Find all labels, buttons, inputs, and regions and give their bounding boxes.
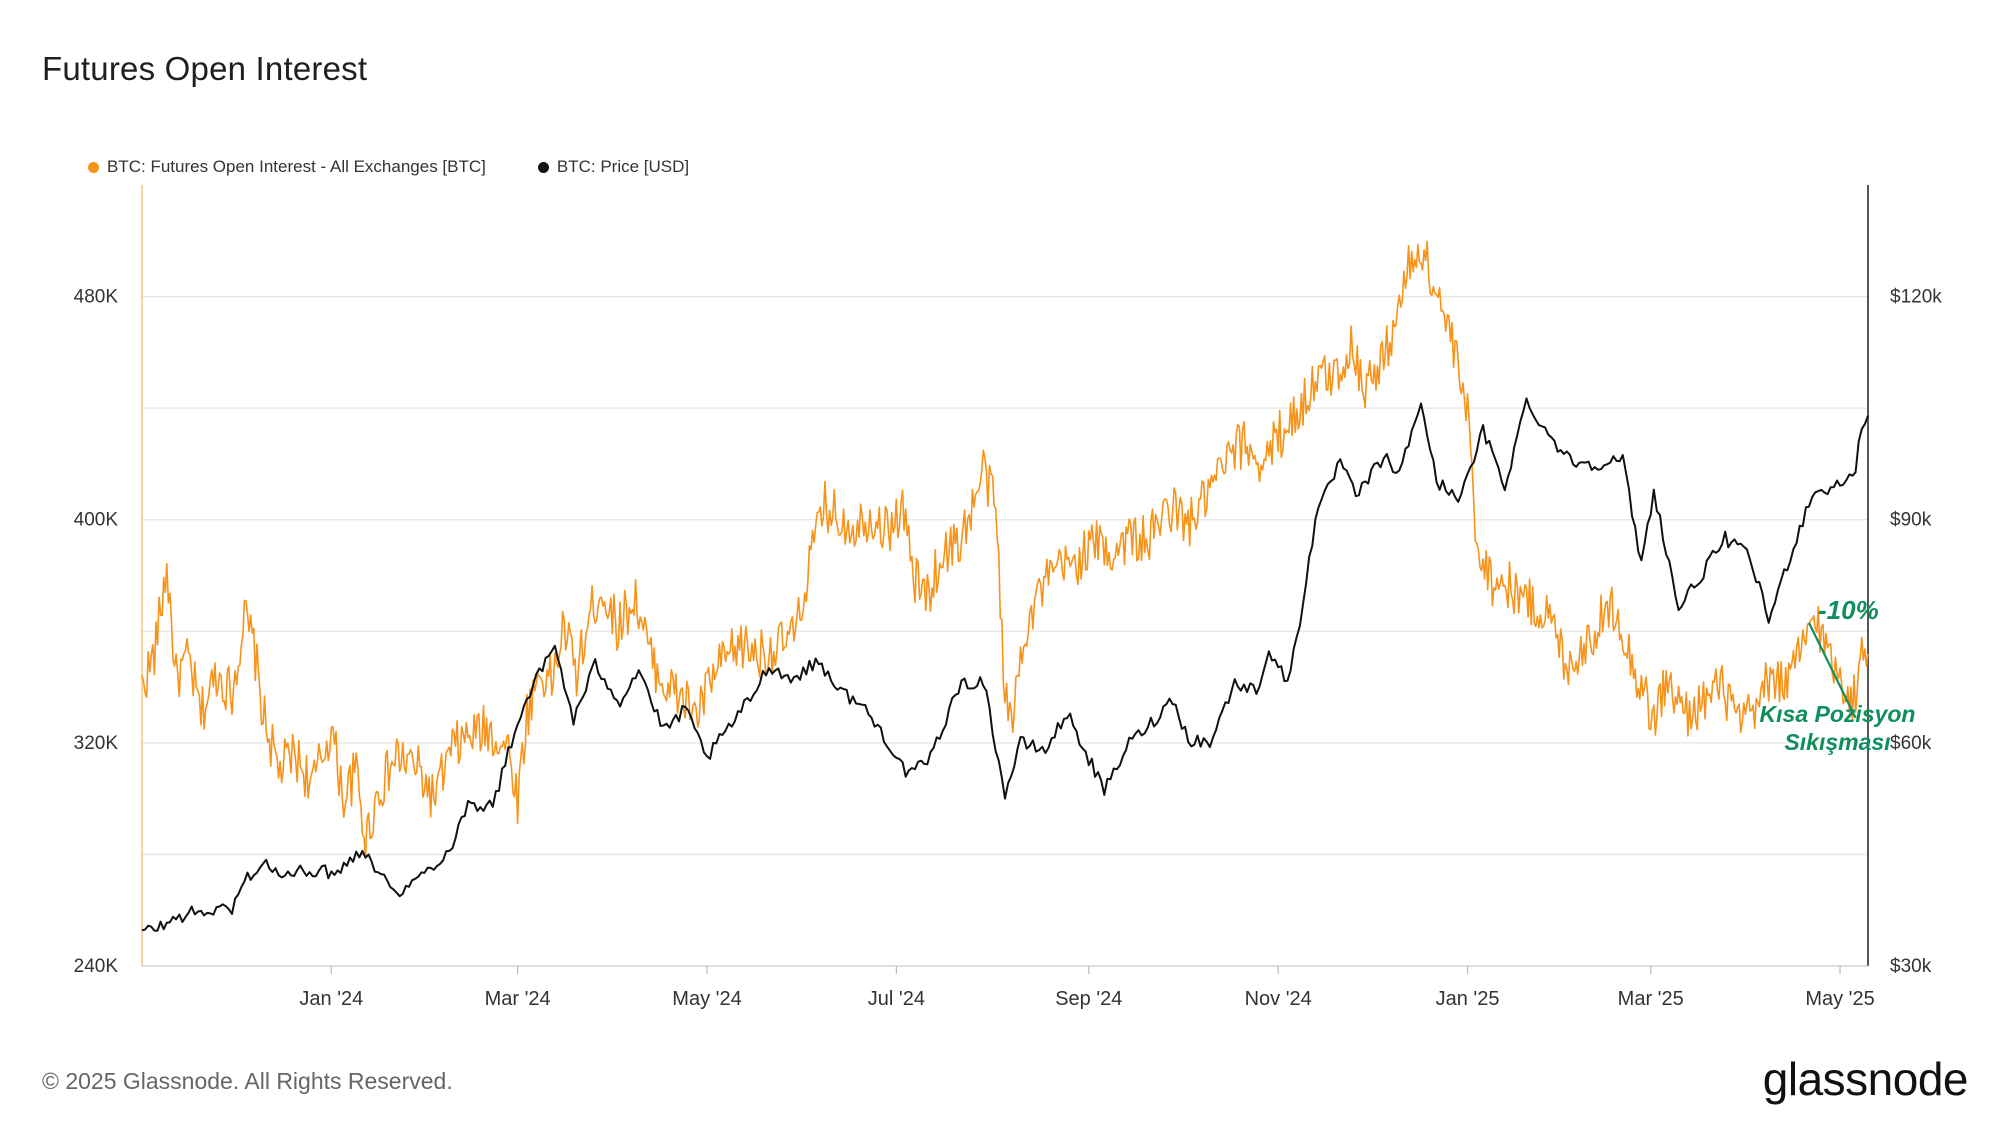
annotation-label: Kısa Pozisyon Sıkışması [1740,700,1935,756]
left-tick-label: 320K [74,733,119,754]
x-tick-label: May '25 [1805,988,1874,1010]
right-tick-label: $30k [1890,956,1932,977]
x-tick-label: May '24 [672,988,741,1010]
left-tick-label: 240K [74,956,119,977]
x-tick-label: Nov '24 [1245,988,1312,1010]
chart-title: Futures Open Interest [42,50,368,87]
open-interest-line [141,240,1869,859]
x-tick-label: Mar '24 [485,988,551,1010]
left-tick-label: 480K [74,287,119,308]
x-tick-label: Jul '24 [868,988,925,1010]
annotation-arrow [1808,622,1857,719]
legend-dot-price [537,161,549,173]
legend-dot-oi [88,161,99,173]
right-tick-label: $60k [1890,733,1932,754]
right-tick-label: $90k [1890,510,1932,531]
price-line [141,397,1869,932]
legend: BTC: Futures Open Interest - All Exchang… [88,157,689,177]
legend-item-price[interactable]: BTC: Price [USD] [537,157,690,177]
annotation-line2: Sıkışması [1784,729,1891,756]
annotation-percent: -10% [1818,595,1879,625]
annotation-line1: Kısa Pozisyon [1759,701,1916,727]
right-tick-label: $120k [1890,287,1942,308]
x-tick-label: Jan '24 [299,988,363,1010]
x-tick-label: Sep '24 [1055,988,1122,1010]
left-tick-label: 400K [74,510,119,531]
glassnode-logo: glassnode [1762,1053,1969,1105]
copyright-footer: © 2025 Glassnode. All Rights Reserved. [42,1068,453,1094]
legend-label-price: BTC: Price [USD] [556,157,690,176]
x-tick-label: Jan '25 [1436,988,1500,1010]
x-tick-label: Mar '25 [1618,988,1684,1010]
legend-label-oi: BTC: Futures Open Interest - All Exchang… [107,157,486,176]
legend-item-oi[interactable]: BTC: Futures Open Interest - All Exchang… [88,157,486,177]
